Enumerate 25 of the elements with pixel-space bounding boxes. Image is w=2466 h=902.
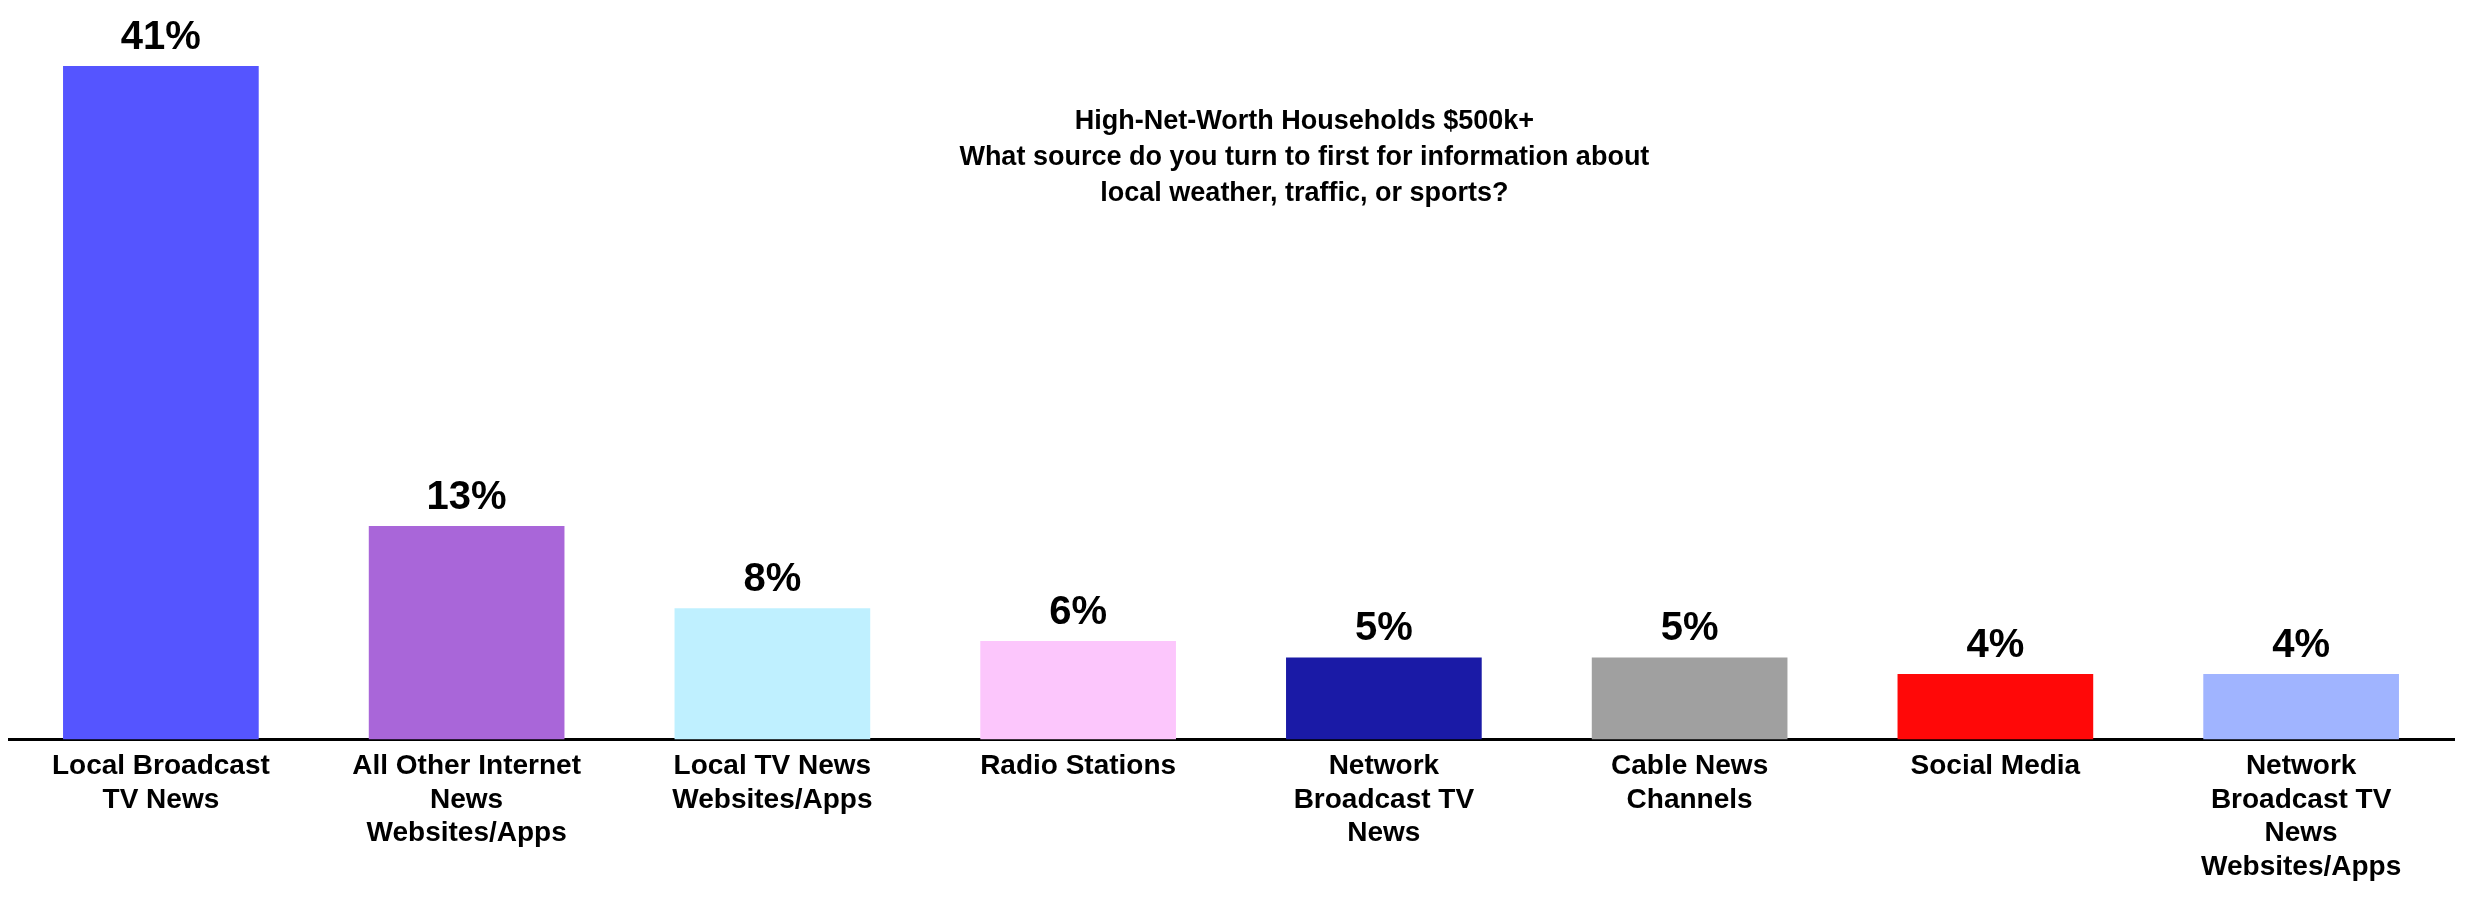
x-tick-label: Network Broadcast TV News — [1293, 749, 1475, 848]
x-tick-label: All Other Internet News Websites/Apps — [352, 749, 581, 848]
x-tick-label: Radio Stations — [980, 749, 1177, 781]
bar — [1286, 657, 1482, 740]
data-label: 6% — [1049, 588, 1108, 633]
x-tick-label: Cable News Channels — [1611, 749, 1769, 814]
data-label: 13% — [426, 473, 507, 518]
data-label: 5% — [1660, 604, 1719, 649]
data-label: 8% — [743, 555, 802, 600]
bar — [1591, 657, 1788, 740]
x-tick-label: Local Broadcast TV News — [51, 749, 270, 814]
x-tick-label: Network Broadcast TV News Websites/Apps — [2201, 749, 2402, 881]
bar — [1897, 673, 2094, 740]
x-tick-label: Social Media — [1910, 749, 2081, 781]
x-tick-label: Local TV News Websites/Apps — [672, 749, 873, 814]
data-label: 4% — [2272, 620, 2331, 665]
bar — [674, 608, 871, 740]
bar — [2203, 673, 2399, 740]
data-label: 4% — [1966, 620, 2025, 665]
data-label: 41% — [120, 13, 201, 58]
bar — [368, 526, 565, 740]
bar — [63, 66, 259, 740]
text: High-Net-Worth Households $500k+ What source do you turn to first for information about local weather, traffic, or sports? — [959, 104, 1650, 207]
bar — [980, 641, 1176, 740]
data-label: 5% — [1354, 604, 1413, 649]
